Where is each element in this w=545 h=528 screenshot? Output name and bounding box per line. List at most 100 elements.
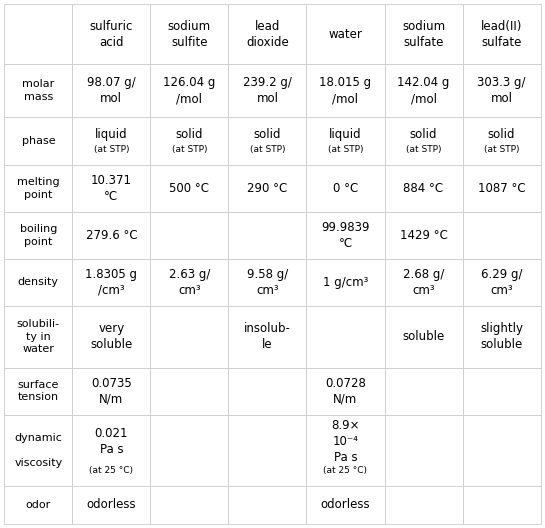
Bar [228,368,306,414]
Text: 0 °C: 0 °C [333,182,358,195]
Bar [463,368,541,414]
Bar [306,259,385,306]
Text: 1 g/cm³: 1 g/cm³ [323,276,368,289]
Bar [4,486,72,524]
Bar [4,259,72,306]
Bar [385,165,463,212]
Text: 126.04 g
/mol: 126.04 g /mol [163,76,216,105]
Text: 0.021
Pa s: 0.021 Pa s [95,427,128,456]
Bar [72,486,150,524]
Bar [150,165,228,212]
Text: 1087 °C: 1087 °C [478,182,525,195]
Text: odor: odor [26,500,51,510]
Bar [4,368,72,414]
Text: solubili-
ty in
water: solubili- ty in water [17,319,60,354]
Text: solid: solid [488,128,516,140]
Bar [72,306,150,368]
Text: density: density [18,277,59,287]
Text: 884 °C: 884 °C [403,182,444,195]
Bar [72,212,150,259]
Bar [385,4,463,64]
Bar [306,64,385,117]
Bar [150,259,228,306]
Text: lead(II)
sulfate: lead(II) sulfate [481,20,522,49]
Text: 98.07 g/
mol: 98.07 g/ mol [87,76,136,105]
Bar [72,414,150,486]
Text: liquid: liquid [95,128,128,140]
Text: liquid: liquid [329,128,362,140]
Bar [150,4,228,64]
Text: (at 25 °C): (at 25 °C) [89,466,134,475]
Text: 2.63 g/
cm³: 2.63 g/ cm³ [169,268,210,297]
Text: very
soluble: very soluble [90,322,132,351]
Bar [463,212,541,259]
Bar [72,165,150,212]
Text: molar
mass: molar mass [22,79,54,102]
Bar [306,117,385,165]
Bar [228,165,306,212]
Bar [150,368,228,414]
Bar [4,4,72,64]
Bar [463,117,541,165]
Text: phase: phase [21,136,55,146]
Bar [228,306,306,368]
Text: solid: solid [175,128,203,140]
Bar [150,212,228,259]
Bar [306,165,385,212]
Bar [228,486,306,524]
Text: solid: solid [410,128,437,140]
Text: (at STP): (at STP) [172,145,207,154]
Text: 279.6 °C: 279.6 °C [86,229,137,242]
Bar [463,4,541,64]
Bar [228,64,306,117]
Text: sodium
sulfite: sodium sulfite [168,20,211,49]
Text: insolub-
le: insolub- le [244,322,291,351]
Bar [306,212,385,259]
Text: sulfuric
acid: sulfuric acid [89,20,133,49]
Text: 9.58 g/
cm³: 9.58 g/ cm³ [247,268,288,297]
Bar [306,368,385,414]
Text: 303.3 g/
mol: 303.3 g/ mol [477,76,526,105]
Bar [150,414,228,486]
Bar [385,414,463,486]
Bar [385,117,463,165]
Text: 1429 °C: 1429 °C [399,229,447,242]
Text: 142.04 g
/mol: 142.04 g /mol [397,76,450,105]
Bar [385,368,463,414]
Bar [4,165,72,212]
Text: (at STP): (at STP) [250,145,285,154]
Text: surface
tension: surface tension [17,380,59,402]
Bar [385,306,463,368]
Text: odorless: odorless [320,498,370,512]
Text: dynamic

viscosity: dynamic viscosity [14,433,63,468]
Bar [385,212,463,259]
Bar [150,306,228,368]
Text: (at STP): (at STP) [328,145,364,154]
Text: melting
point: melting point [17,177,59,200]
Text: 6.29 g/
cm³: 6.29 g/ cm³ [481,268,522,297]
Bar [150,117,228,165]
Bar [228,212,306,259]
Bar [72,117,150,165]
Bar [72,368,150,414]
Text: 500 °C: 500 °C [169,182,209,195]
Text: 8.9×
10⁻⁴
Pa s: 8.9× 10⁻⁴ Pa s [331,419,360,464]
Bar [72,259,150,306]
Bar [4,117,72,165]
Text: (at STP): (at STP) [94,145,129,154]
Bar [463,414,541,486]
Bar [4,64,72,117]
Text: 18.015 g
/mol: 18.015 g /mol [319,76,372,105]
Text: 290 °C: 290 °C [247,182,288,195]
Text: 0.0728
N/m: 0.0728 N/m [325,377,366,406]
Bar [306,486,385,524]
Text: sodium
sulfate: sodium sulfate [402,20,445,49]
Bar [463,259,541,306]
Bar [150,64,228,117]
Bar [306,306,385,368]
Text: (at 25 °C): (at 25 °C) [324,466,367,475]
Text: 239.2 g/
mol: 239.2 g/ mol [243,76,292,105]
Text: lead
dioxide: lead dioxide [246,20,289,49]
Bar [4,306,72,368]
Bar [306,414,385,486]
